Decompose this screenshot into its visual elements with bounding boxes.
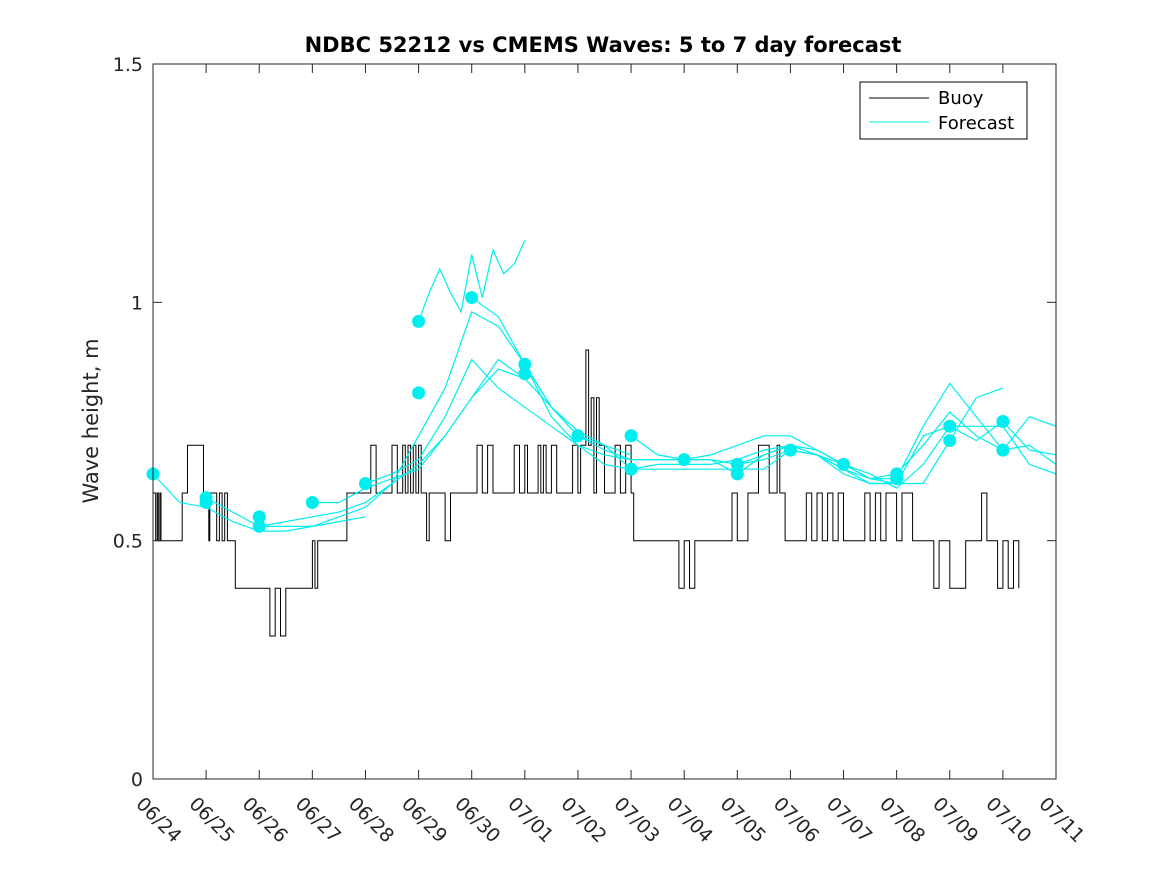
forecast-marker [465, 291, 479, 305]
legend: Buoy Forecast [859, 81, 1028, 140]
forecast-marker [624, 462, 638, 476]
forecast-marker [943, 434, 957, 448]
legend-forecast-label: Forecast [938, 113, 1014, 134]
forecast-marker [996, 443, 1010, 457]
forecast-marker [783, 443, 797, 457]
y-tick-label: 0.5 [113, 531, 143, 553]
forecast-marker [677, 453, 691, 467]
series-forecast-13 [790, 382, 1056, 480]
forecast-marker [730, 467, 744, 481]
y-tick-label: 1 [131, 292, 143, 314]
series-forecast-14 [843, 411, 1056, 480]
forecast-marker [943, 419, 957, 433]
series-buoy [153, 349, 1020, 637]
forecast-marker [996, 415, 1010, 428]
forecast-marker [252, 519, 266, 533]
forecast-marker [837, 457, 851, 471]
forecast-marker [412, 314, 426, 328]
forecast-marker [571, 429, 585, 443]
forecast-marker [890, 472, 904, 486]
forecast-marker [199, 496, 213, 510]
forecast-marker [252, 510, 266, 524]
y-tick-label: 1.5 [113, 54, 143, 76]
legend-box [859, 81, 1028, 140]
chart-title: NDBC 52212 vs CMEMS Waves: 5 to 7 day fo… [305, 33, 902, 57]
forecast-marker [412, 386, 426, 400]
series-forecast-6 [418, 240, 526, 322]
forecast-marker [624, 429, 638, 443]
plot-area [146, 240, 1056, 637]
legend-buoy-label: Buoy [938, 88, 984, 109]
axes-box [152, 63, 1057, 780]
forecast-marker [518, 367, 532, 381]
y-tick-label: 0 [131, 769, 143, 791]
forecast-marker [305, 496, 319, 510]
y-axis-label: Wave height, m [79, 338, 103, 503]
forecast-marker [730, 457, 744, 471]
forecast-marker [358, 476, 372, 490]
forecast-marker [518, 357, 532, 371]
